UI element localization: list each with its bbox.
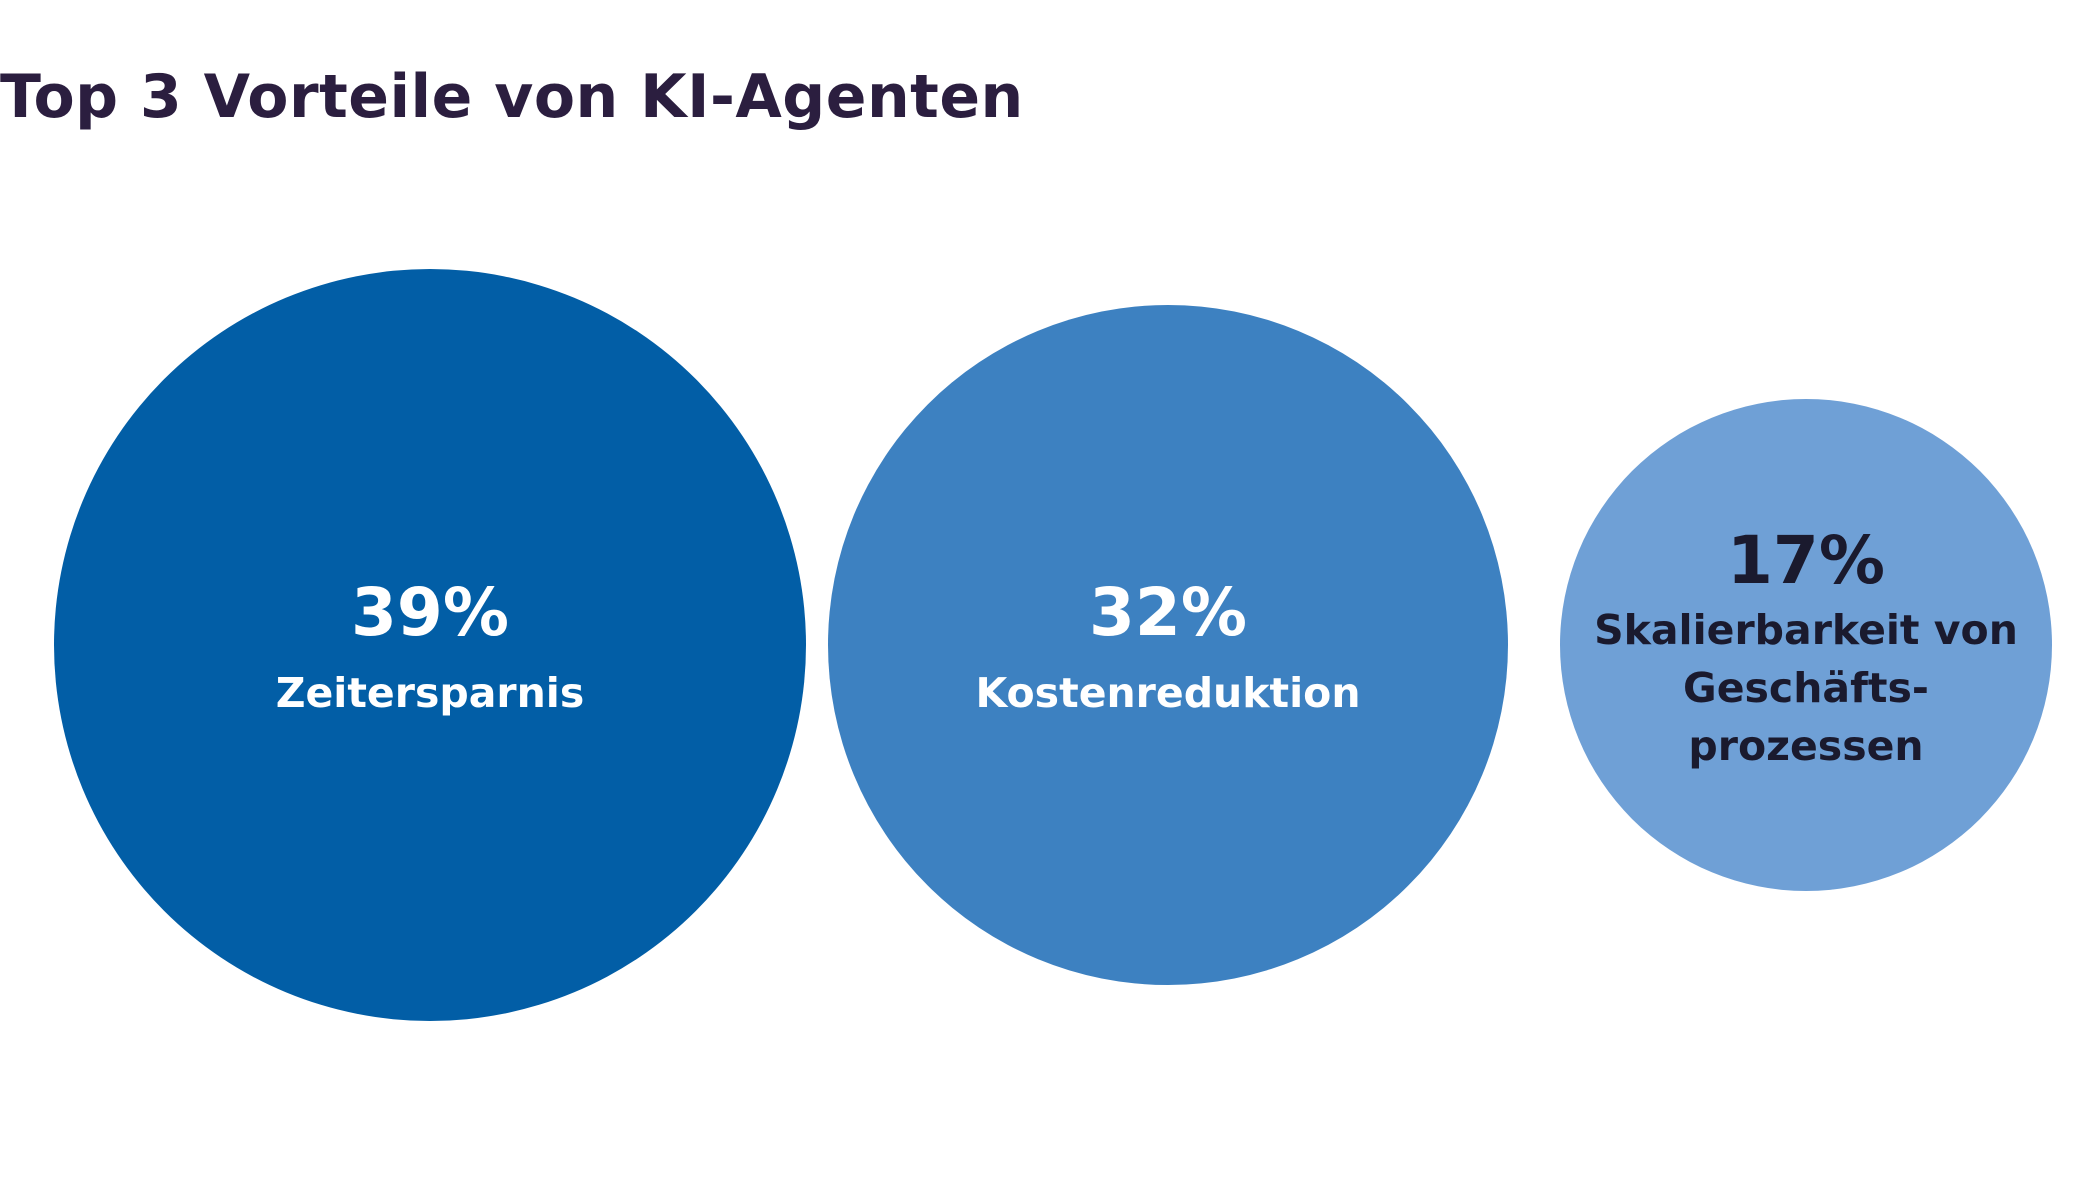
category-label: Geschäfts- (1683, 664, 1929, 712)
bubble-layer: 39% Zeitersparnis 32% Kostenreduktion 17% Ska… (54, 269, 2052, 1021)
chart-title: Top 3 Vorteile von KI-Agenten (0, 62, 1024, 132)
category-label: Kostenreduktion (975, 669, 1360, 717)
category-label: Zeitersparnis (276, 669, 585, 717)
value-label: 17% (1727, 522, 1885, 599)
category-label: prozessen (1688, 722, 1923, 770)
bubble-group: 39% Zeitersparnis (54, 269, 806, 1021)
bubble (54, 269, 806, 1021)
bubble (1560, 399, 2052, 891)
bubble (828, 305, 1508, 985)
value-label: 32% (1089, 574, 1247, 651)
bubble-group: 17% Skalierbarkeit von Geschäfts-prozessen (1560, 399, 2052, 891)
category-label: Skalierbarkeit von (1594, 606, 2018, 654)
bubble-group: 32% Kostenreduktion (828, 305, 1508, 985)
value-label: 39% (351, 574, 509, 651)
